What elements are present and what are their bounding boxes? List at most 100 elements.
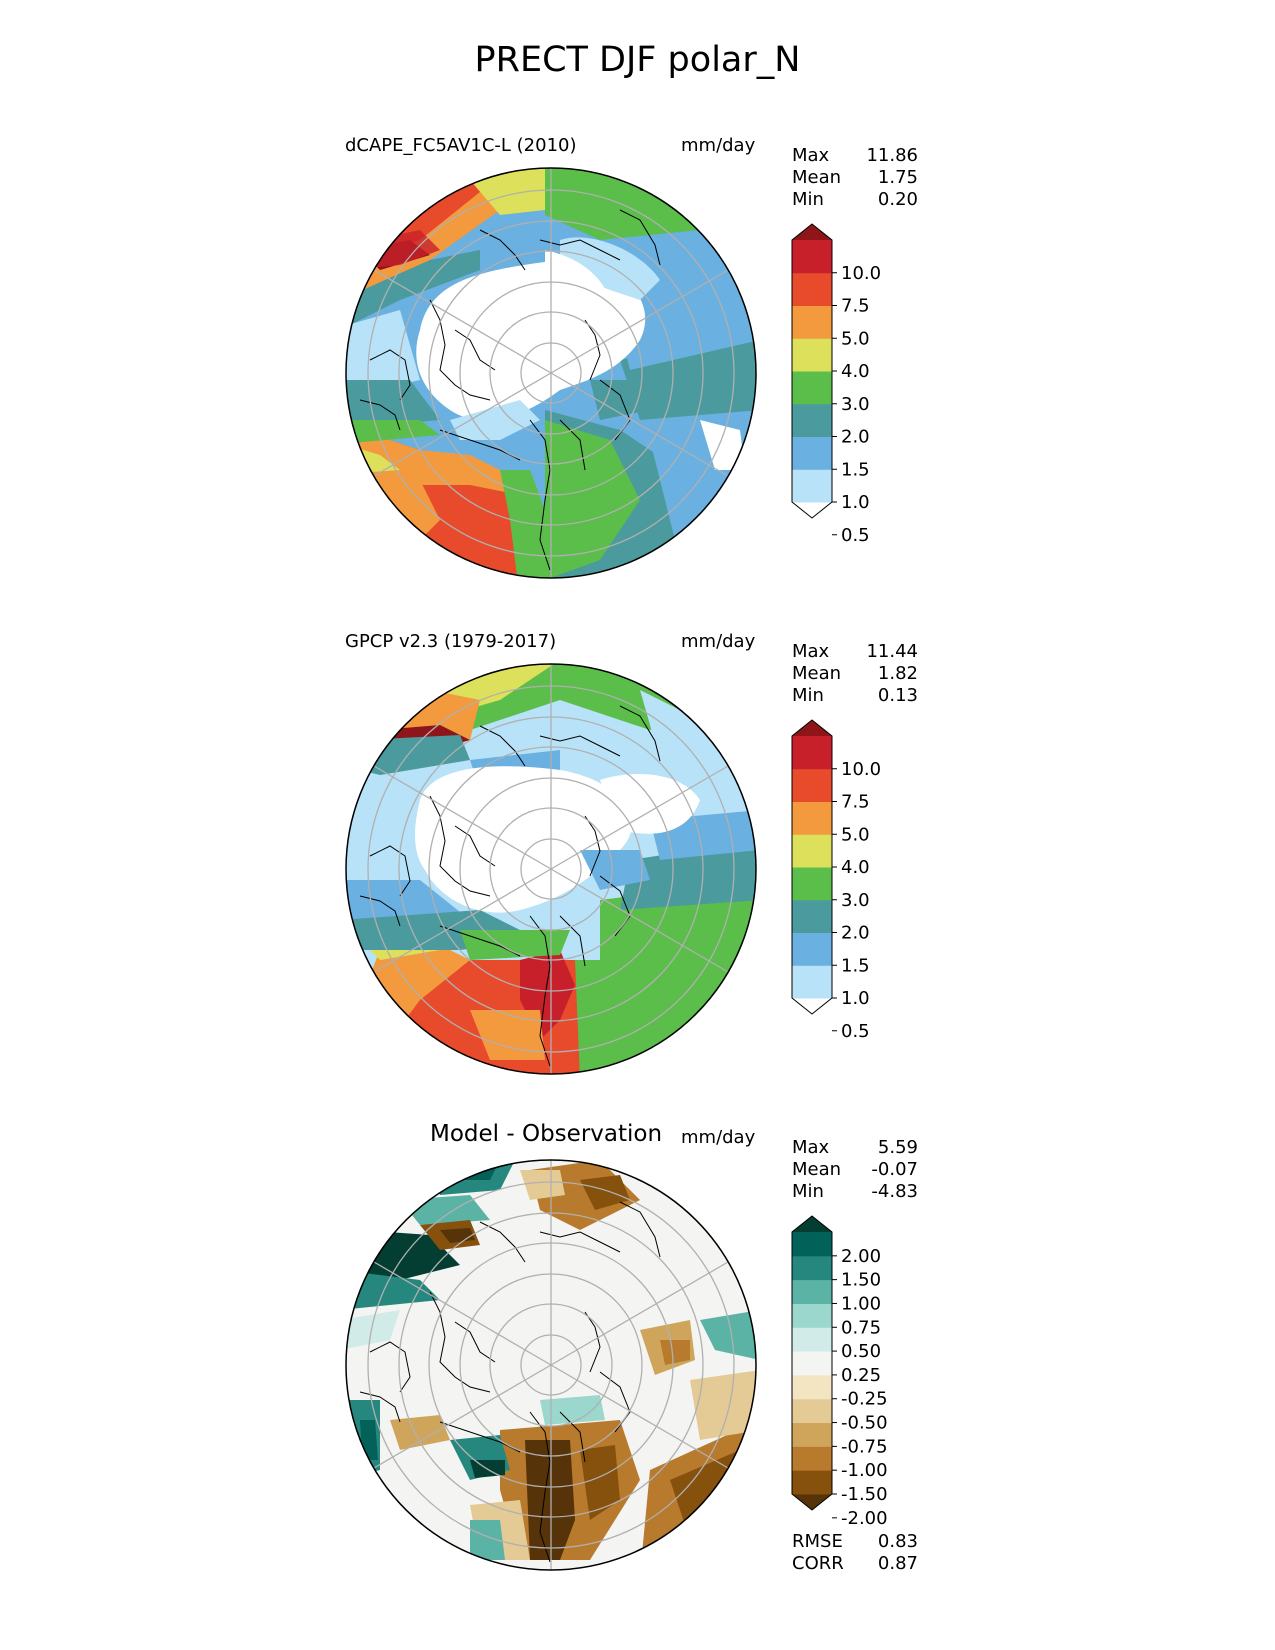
colorbar-extension-low — [792, 1494, 832, 1510]
model-graticule — [367, 168, 735, 578]
model-stat-mean-label: Mean — [792, 167, 842, 188]
colorbar-swatch — [792, 1351, 832, 1376]
colorbar-swatch — [792, 965, 832, 999]
model-stat-mean-value: 1.75 — [877, 167, 918, 188]
obs-stat-mean-value: 1.82 — [877, 663, 918, 684]
colorbar-tick-label: 2.0 — [841, 923, 870, 944]
colorbar-tick-label: 1.5 — [841, 459, 870, 480]
colorbar-tick-label: -1.00 — [841, 1460, 888, 1481]
colorbar-extension-high — [792, 1216, 832, 1232]
colorbar-tick-label: 7.5 — [841, 296, 870, 317]
model-panel-units: mm/day — [681, 135, 756, 156]
colorbar-swatch — [792, 1470, 832, 1495]
obs-coastlines — [359, 705, 661, 1067]
colorbar-swatch — [792, 932, 832, 966]
diff-stat-max-label: Max — [792, 1137, 830, 1158]
diff-field — [346, 1160, 756, 1570]
colorbar-tick-label: 3.0 — [841, 394, 870, 415]
colorbar-swatch — [792, 305, 832, 339]
colorbar-tick-label: 0.75 — [841, 1317, 881, 1338]
obs-graticule — [367, 664, 735, 1074]
colorbar-extension-low — [792, 998, 832, 1014]
diff-panel-units: mm/day — [681, 1127, 756, 1148]
obs-map — [345, 663, 757, 1075]
colorbar-swatch — [792, 240, 832, 274]
diff-coastlines — [359, 1201, 661, 1563]
diff-corr-value: 0.87 — [877, 1553, 918, 1574]
colorbar-tick-label: 4.0 — [841, 857, 870, 878]
diff-map-boundary — [345, 1159, 757, 1571]
colorbar-swatch — [792, 1422, 832, 1447]
colorbar-swatch — [792, 834, 832, 868]
colorbar-swatch — [792, 1398, 832, 1424]
colorbar-tick-label: 0.25 — [841, 1365, 881, 1386]
model-map — [345, 167, 757, 579]
model-stat-min-label: Min — [792, 189, 824, 210]
colorbar-outline — [791, 1215, 833, 1511]
colorbar-swatch — [792, 1303, 832, 1328]
colorbar-tick-label: 2.0 — [841, 427, 870, 448]
colorbar-tick-label: -0.50 — [841, 1413, 888, 1434]
colorbar-swatch — [792, 1327, 832, 1352]
diff-stat-min-value: -4.83 — [871, 1181, 918, 1202]
colorbar-swatch — [792, 469, 832, 503]
colorbar-tick-label: 10.0 — [841, 759, 881, 780]
diff-rmse-value: 0.83 — [877, 1531, 918, 1552]
colorbar-tick-label: 7.5 — [841, 792, 870, 813]
colorbar-tick-label: 0.5 — [841, 1021, 870, 1042]
colorbar-swatch — [792, 403, 832, 437]
colorbar-tick-label: 5.0 — [841, 824, 870, 845]
colorbar-swatch — [792, 1374, 832, 1400]
colorbar-swatch — [792, 338, 832, 372]
obs-stat-max-value: 11.44 — [866, 641, 918, 662]
colorbar-tick-label: -2.00 — [841, 1508, 888, 1529]
obs-stat-min-label: Min — [792, 685, 824, 706]
colorbar-tick-label: 5.0 — [841, 328, 870, 349]
obs-panel-title: GPCP v2.3 (1979-2017) — [345, 631, 557, 652]
diff-corr-label: CORR — [792, 1553, 844, 1574]
figure-title: PRECT DJF polar_N — [474, 40, 801, 80]
colorbar-extension-low — [792, 502, 832, 518]
colorbar-swatch — [792, 1255, 832, 1281]
colorbar-tick-label: 4.0 — [841, 361, 870, 382]
colorbar-tick-label: 1.0 — [841, 988, 870, 1009]
obs-map-boundary — [345, 663, 757, 1075]
obs-stat-min-value: 0.13 — [877, 685, 918, 706]
model-map-boundary — [345, 167, 757, 579]
colorbar-tick-label: 2.00 — [841, 1246, 881, 1267]
colorbar-tick-label: 1.5 — [841, 955, 870, 976]
model-panel-title: dCAPE_FC5AV1C-L (2010) — [345, 135, 577, 156]
colorbar-outline — [791, 719, 833, 1015]
diff-stat-mean-label: Mean — [792, 1159, 842, 1180]
diff-stat-min-label: Min — [792, 1181, 824, 1202]
diff-map — [345, 1159, 757, 1571]
colorbar-outline — [791, 223, 833, 519]
colorbar-tick-label: -0.25 — [841, 1389, 888, 1410]
model-stat-max-value: 11.86 — [866, 145, 918, 166]
colorbar-swatch — [792, 867, 832, 901]
colorbar-tick-label: 10.0 — [841, 263, 881, 284]
model-stat-min-value: 0.20 — [877, 189, 918, 210]
colorbar-swatch — [792, 736, 832, 770]
colorbar-swatch — [792, 1232, 832, 1257]
colorbar-tick-label: 1.00 — [841, 1293, 881, 1314]
diff-stat-mean-value: -0.07 — [871, 1159, 918, 1180]
colorbar-tick-label: -1.50 — [841, 1484, 888, 1505]
colorbar-extension-high — [792, 720, 832, 736]
model-precip-field — [346, 168, 756, 578]
diff-colorbar: 2.00 1.501.00 0.75 0.50 0.25 -0.25 -0.50-0.75 -… — [791, 1215, 888, 1529]
colorbar-swatch — [792, 272, 832, 306]
obs-colorbar: 10.0 7.5 5.0 4.0 3.0 2.0 1.5 1.0 0.5 — [791, 719, 881, 1042]
colorbar-swatch — [792, 801, 832, 835]
diff-panel-title: Model - Observation — [430, 1121, 663, 1147]
colorbar-swatch — [792, 1279, 832, 1304]
colorbar-tick-label: 0.50 — [841, 1341, 881, 1362]
colorbar-swatch — [792, 768, 832, 802]
colorbar-swatch — [792, 899, 832, 933]
diff-stat-max-value: 5.59 — [877, 1137, 918, 1158]
colorbar-swatch — [792, 436, 832, 470]
obs-stat-mean-label: Mean — [792, 663, 842, 684]
colorbar-tick-label: 3.0 — [841, 890, 870, 911]
diff-graticule — [367, 1160, 735, 1570]
